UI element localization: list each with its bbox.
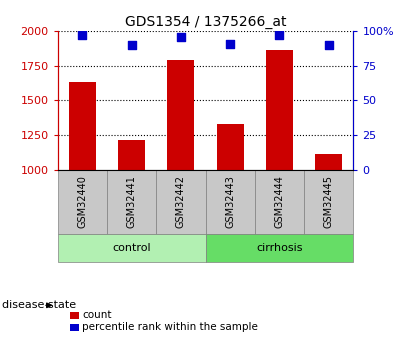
Bar bbox=[156, 170, 206, 235]
Bar bbox=[206, 235, 353, 262]
Bar bbox=[167, 60, 194, 170]
Title: GDS1354 / 1375266_at: GDS1354 / 1375266_at bbox=[125, 14, 286, 29]
Text: GSM32440: GSM32440 bbox=[77, 175, 87, 228]
Text: count: count bbox=[82, 310, 112, 320]
Bar bbox=[58, 235, 206, 262]
Bar bbox=[217, 124, 244, 170]
Bar bbox=[69, 82, 96, 170]
Text: disease state: disease state bbox=[2, 300, 76, 310]
Text: GSM32441: GSM32441 bbox=[127, 175, 136, 228]
Point bbox=[276, 32, 283, 38]
Point bbox=[227, 41, 233, 46]
Text: cirrhosis: cirrhosis bbox=[256, 243, 303, 253]
Bar bbox=[315, 155, 342, 170]
Text: GSM32442: GSM32442 bbox=[176, 175, 186, 228]
Point bbox=[128, 42, 135, 48]
Text: GSM32444: GSM32444 bbox=[275, 175, 284, 228]
Text: control: control bbox=[112, 243, 151, 253]
Point bbox=[178, 34, 184, 39]
Bar bbox=[266, 50, 293, 170]
Bar bbox=[118, 140, 145, 170]
Point bbox=[326, 42, 332, 48]
Text: percentile rank within the sample: percentile rank within the sample bbox=[82, 323, 258, 332]
Text: GSM32443: GSM32443 bbox=[225, 175, 235, 228]
Bar bbox=[255, 170, 304, 235]
Bar bbox=[107, 170, 156, 235]
Bar bbox=[58, 170, 107, 235]
Text: GSM32445: GSM32445 bbox=[324, 175, 334, 228]
Bar bbox=[206, 170, 255, 235]
Point bbox=[79, 32, 85, 38]
Bar bbox=[304, 170, 353, 235]
